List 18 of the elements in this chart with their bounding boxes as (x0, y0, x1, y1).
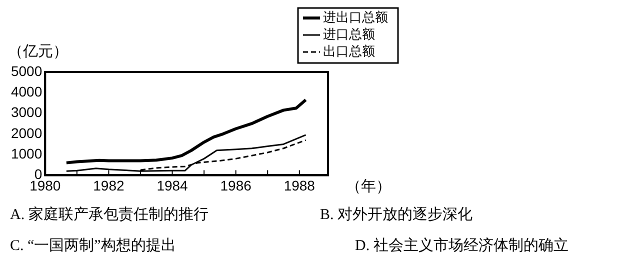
x-tick-label: 1984 (156, 177, 188, 194)
text: D. 社会主义市场经济体制的确立 (355, 236, 568, 255)
text: A. 家庭联产承包责任制的推行 (10, 205, 208, 224)
legend-label: 出口总额 (323, 44, 375, 59)
x-tick-label: 1982 (93, 177, 124, 194)
legend-label: 进出口总额 (323, 10, 388, 25)
text: C. “一国两制”构想的提出 (10, 236, 176, 255)
x-axis-title: （年） (346, 178, 391, 196)
y-tick-label: 2000 (10, 124, 42, 141)
y-tick-label: 5000 (10, 62, 42, 79)
text: B. 对外开放的逐步深化 (320, 206, 473, 224)
y-axis-title: （亿元） (8, 44, 68, 60)
x-tick-label: 1988 (284, 177, 316, 194)
y-tick-label: 4000 (10, 84, 42, 100)
y-tick-label: 3000 (10, 104, 42, 120)
legend-label: 进口总额 (323, 26, 375, 42)
y-tick-label: 1000 (10, 145, 42, 162)
x-tick-label: 1986 (220, 177, 252, 194)
